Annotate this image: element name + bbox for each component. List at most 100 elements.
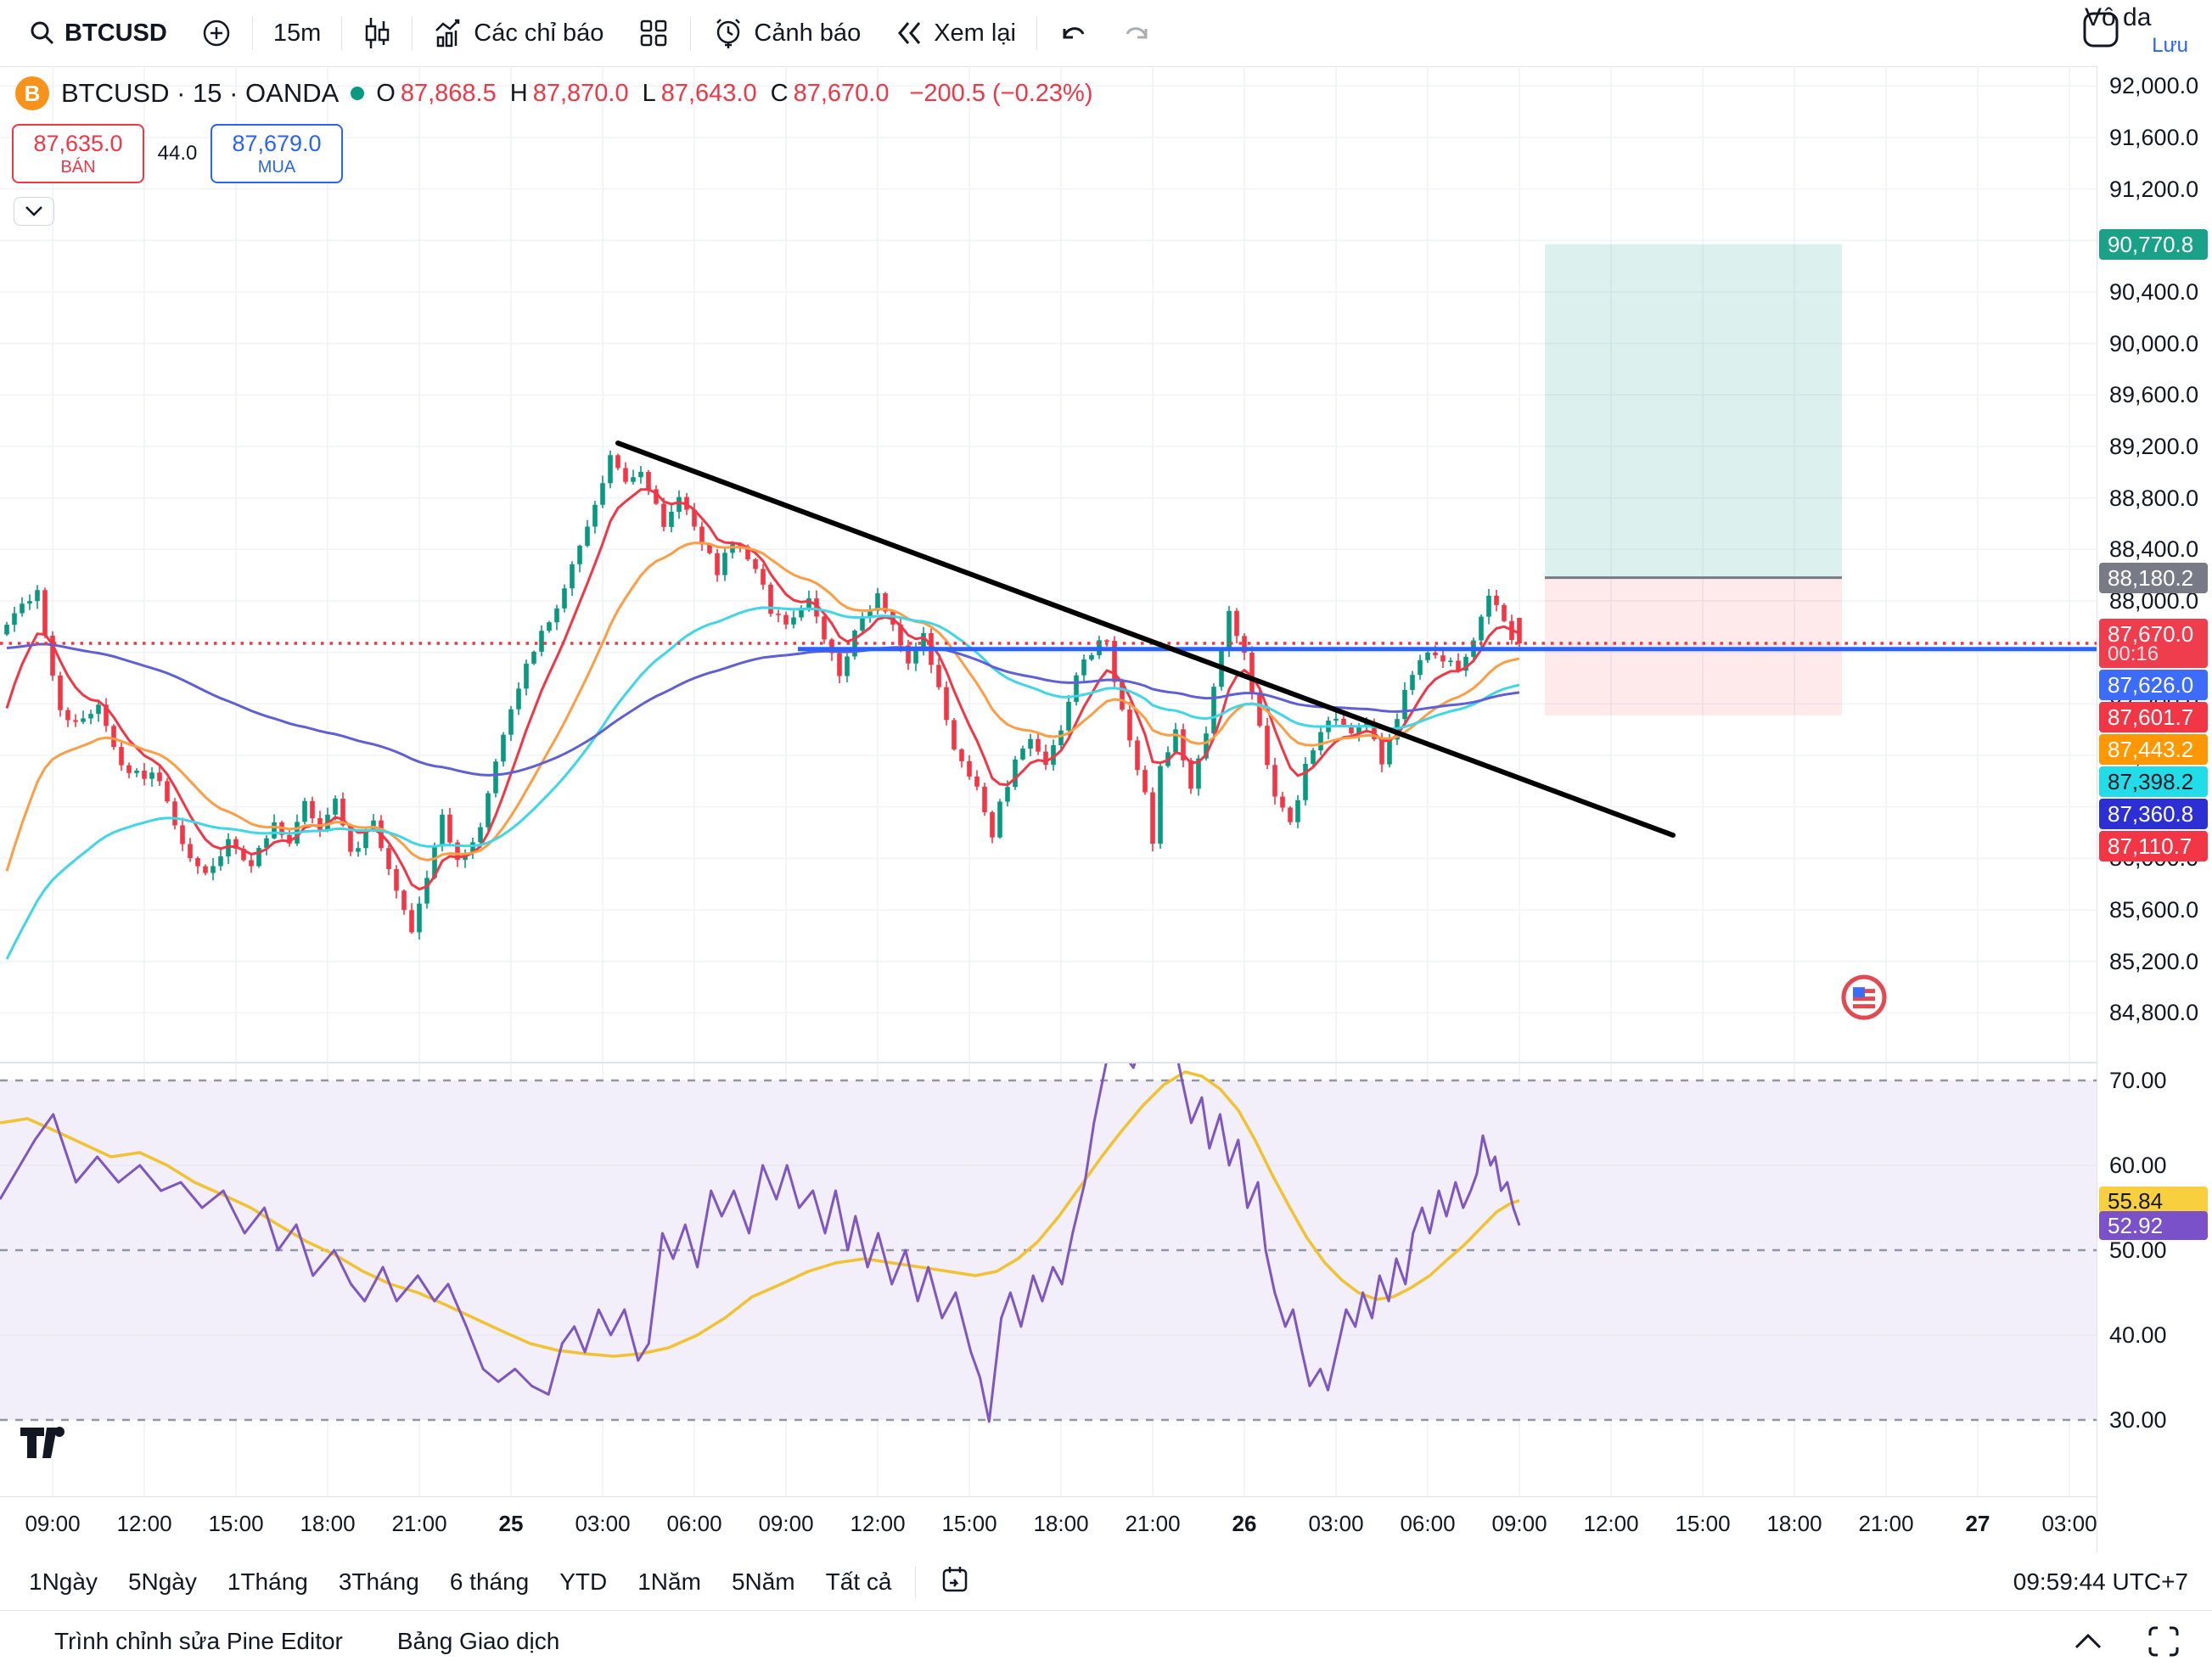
trading-panel-button[interactable]: Bảng Giao dịch — [396, 1628, 560, 1654]
main-chart-canvas[interactable] — [0, 66, 2097, 1063]
descending-trendline[interactable] — [615, 440, 1676, 839]
compare-add-button[interactable] — [184, 9, 249, 57]
countdown-timer: 00:16 — [2108, 642, 2159, 666]
plus-circle-icon — [201, 18, 232, 48]
range-button-1tháng[interactable]: 1Tháng — [227, 1568, 308, 1595]
undo-button[interactable] — [1041, 9, 1105, 57]
pane-divider[interactable] — [0, 1062, 2097, 1063]
redo-button[interactable] — [1105, 9, 1170, 57]
legend-symbol-title[interactable]: BTCUSD · 15 · OANDA — [61, 78, 340, 108]
range-button-6-tháng[interactable]: 6 tháng — [449, 1568, 530, 1595]
ema-fast-badge: 87,601.7 — [2099, 702, 2208, 733]
ema-slow-badge: 87,398.2 — [2099, 766, 2208, 798]
tradingview-logo[interactable] — [19, 1424, 68, 1466]
time-axis-tick: 12:00 — [1583, 1511, 1639, 1536]
stop-price-badge: 87,110.7 — [2099, 831, 2208, 862]
rsi-badge: 52.92 — [2099, 1210, 2208, 1240]
alarm-clock-plus-icon — [711, 16, 745, 50]
change-value: −200.5 (−0.23%) — [909, 79, 1093, 107]
time-axis-tick: 15:00 — [208, 1511, 264, 1536]
close-value: 87,670.0 — [793, 79, 890, 107]
price-scale-tick: 89,600.0 — [2109, 382, 2199, 408]
account-menu[interactable]: Vô da Lưu — [2085, 3, 2212, 58]
time-axis-tick: 21:00 — [391, 1511, 447, 1536]
chevron-up-icon[interactable] — [2071, 1630, 2105, 1652]
range-button-ytd[interactable]: YTD — [559, 1568, 608, 1595]
time-axis-tick: 27 — [1965, 1511, 1990, 1536]
save-link[interactable]: Lưu — [2152, 34, 2188, 57]
top-toolbar: BTCUSD 15m Các chỉ b — [0, 0, 2212, 67]
symbol-name: BTCUSD — [65, 19, 167, 47]
open-value: 87,868.5 — [400, 79, 497, 107]
price-scale-tick: 91,600.0 — [2109, 124, 2199, 150]
price-scale-tick: 88,400.0 — [2109, 536, 2199, 563]
price-scale-tick: 92,000.0 — [2109, 73, 2199, 99]
interval-label: 15m — [272, 19, 322, 47]
layout-grid-button[interactable] — [620, 9, 687, 57]
rsi-scale-tick: 50.00 — [2109, 1237, 2167, 1263]
time-axis-tick: 03:00 — [575, 1511, 631, 1536]
time-axis-tick: 25 — [498, 1511, 524, 1536]
alert-button[interactable]: Cảnh báo — [694, 9, 878, 57]
price-scale-tick: 90,000.0 — [2109, 330, 2199, 356]
rsi-line — [0, 1063, 1521, 1423]
legend-collapse-button[interactable] — [14, 197, 54, 226]
range-button-1ngày[interactable]: 1Ngày — [29, 1568, 98, 1595]
replay-rewind-icon — [895, 20, 925, 47]
time-axis[interactable]: ⚙ 09:0012:0015:0018:0021:002503:0006:000… — [0, 1496, 2212, 1554]
redo-icon — [1122, 20, 1153, 46]
price-scale-tick: 88,800.0 — [2109, 485, 2199, 511]
symbol-search-button[interactable]: BTCUSD — [12, 9, 184, 57]
price-scale-tick: 89,200.0 — [2109, 433, 2199, 459]
fullscreen-icon[interactable] — [2146, 1624, 2181, 1659]
interval-button[interactable]: 15m — [256, 9, 338, 57]
low-value: 87,643.0 — [660, 79, 757, 107]
rsi-pane-canvas[interactable] — [0, 1063, 2097, 1496]
chart-legend: B BTCUSD · 15 · OANDA O 87,868.5 H 87,870.… — [15, 76, 1093, 110]
time-axis-tick: 09:00 — [25, 1511, 81, 1536]
time-axis-tick: 21:00 — [1858, 1511, 1914, 1536]
time-axis-tick: 26 — [1232, 1511, 1257, 1536]
buy-price: 87,679.0 — [232, 130, 322, 156]
price-scale-tick: 85,200.0 — [2109, 948, 2199, 974]
go-to-date-button[interactable] — [924, 1557, 985, 1607]
long-position-tool[interactable] — [1545, 244, 1842, 715]
time-axis-tick: 18:00 — [300, 1511, 356, 1536]
ema-mid-line — [5, 541, 1520, 872]
sell-button[interactable]: 87,635.0 BÁN — [12, 124, 144, 183]
replay-button[interactable]: Xem lại — [878, 9, 1033, 57]
time-axis-tick: 21:00 — [1125, 1511, 1181, 1536]
time-axis-tick: 03:00 — [2041, 1511, 2097, 1536]
status-bar: Trình chỉnh sửa Pine Editor Bảng Giao dị… — [0, 1611, 2212, 1672]
us-flag-event-icon[interactable] — [1841, 974, 1887, 1020]
price-scale-tick: 84,800.0 — [2109, 1000, 2199, 1026]
chevron-down-icon — [25, 206, 42, 216]
time-axis-tick: 18:00 — [1033, 1511, 1089, 1536]
range-button-1năm[interactable]: 1Năm — [637, 1568, 701, 1595]
rsi-scale-tick: 70.00 — [2109, 1068, 2167, 1093]
range-button-5năm[interactable]: 5Năm — [731, 1568, 795, 1595]
chart-type-button[interactable] — [345, 9, 408, 57]
price-scale[interactable]: 84,800.085,200.085,600.086,000.086,400.0… — [2097, 66, 2212, 1553]
range-button-3tháng[interactable]: 3Tháng — [338, 1568, 419, 1595]
legend-ohlc: O 87,868.5 H 87,870.0 L 87,643.0 C 87,670.0 — [376, 79, 890, 107]
range-button-5ngày[interactable]: 5Ngày — [127, 1568, 197, 1595]
range-toolbar: 1Ngày 5Ngày 1Tháng 3Tháng 6 tháng YTD 1Năm 5Năm… — [0, 1554, 2212, 1611]
buy-button[interactable]: 87,679.0 MUA — [211, 124, 343, 183]
time-axis-tick: 15:00 — [941, 1511, 997, 1536]
save-layout-icon[interactable] — [2081, 10, 2120, 53]
pine-editor-button[interactable]: Trình chỉnh sửa Pine Editor — [54, 1628, 343, 1654]
clock-timezone-button[interactable]: 09:59:44 UTC+7 — [2013, 1568, 2188, 1595]
ema-long-line — [6, 642, 1520, 777]
price-scale-tick: 85,600.0 — [2109, 897, 2199, 923]
range-button-tất-cả[interactable]: Tất cả — [825, 1568, 892, 1595]
time-axis-tick: 12:00 — [850, 1511, 906, 1536]
time-axis-tick: 06:00 — [1400, 1511, 1456, 1536]
indicators-button[interactable]: Các chỉ báo — [416, 9, 620, 57]
toolbar-divider — [1036, 16, 1037, 50]
time-axis-tick: 06:00 — [666, 1511, 722, 1536]
replay-label: Xem lại — [934, 19, 1016, 47]
rsi-band — [0, 1080, 2097, 1420]
spread-value: 44.0 — [157, 142, 198, 165]
sell-price: 87,635.0 — [33, 130, 123, 156]
